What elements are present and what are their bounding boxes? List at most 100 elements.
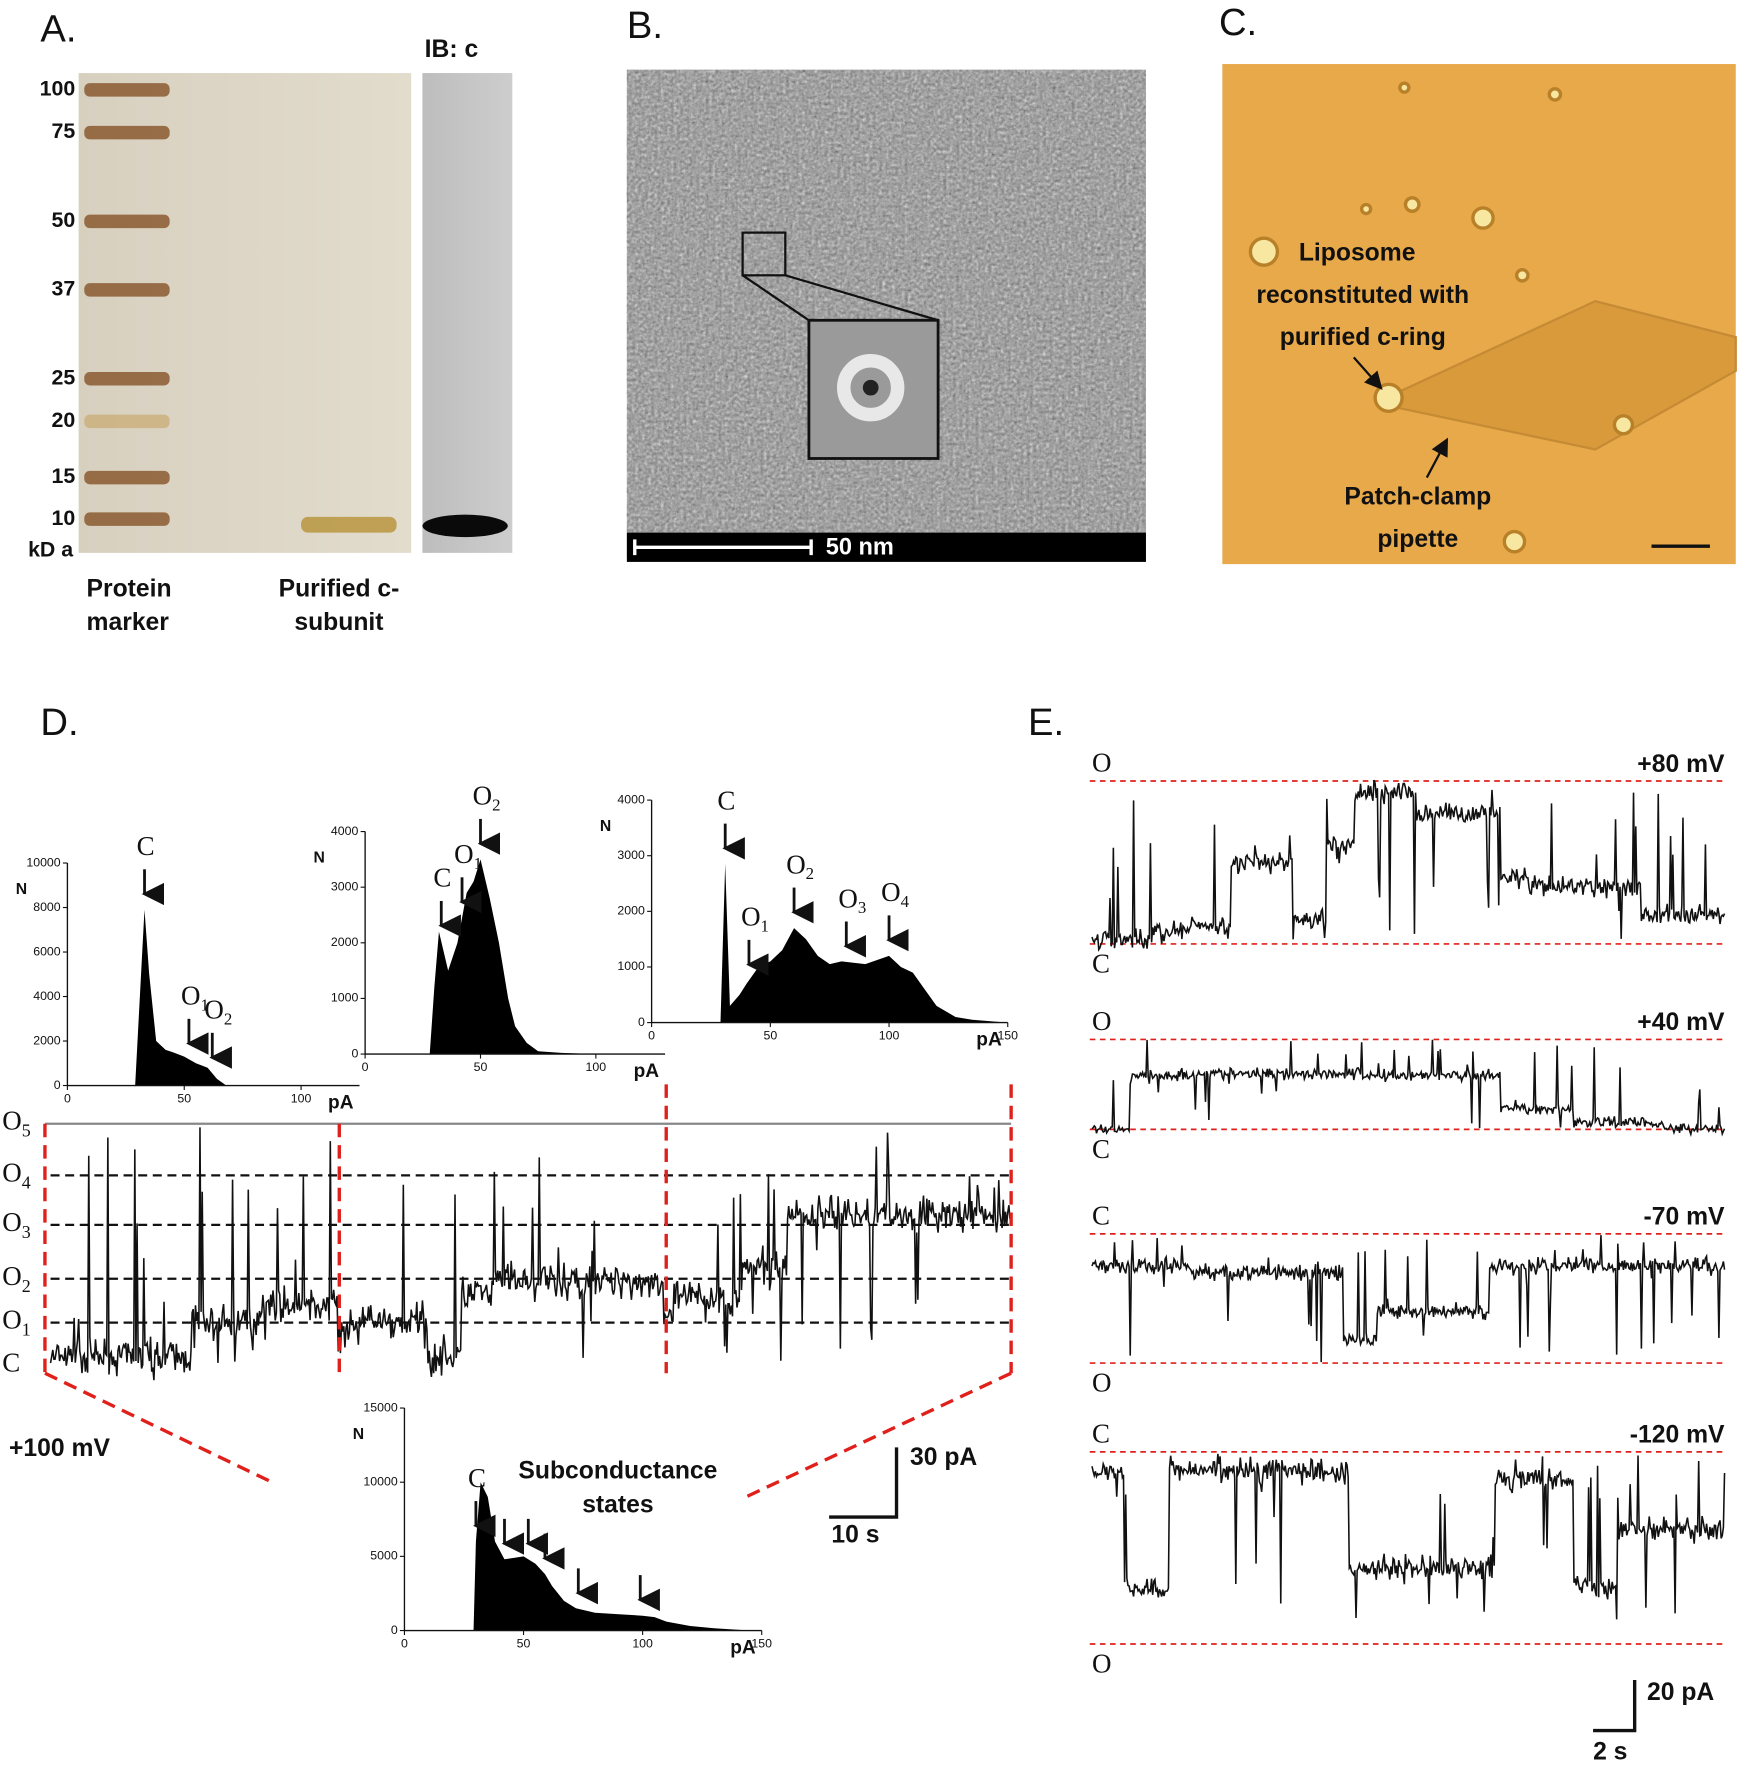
zoom-line [784,274,939,322]
lane-label: marker [87,609,170,636]
voltage-label: -70 mV [1644,1204,1726,1231]
annotation-main: O [204,995,223,1025]
annotation-label: O2 [786,850,814,884]
level-label-sub: 5 [22,1121,31,1141]
y-tick-label: 2000 [331,935,359,949]
y-tick-label: 15000 [363,1400,397,1414]
panel-label: C. [1219,1,1257,44]
x-tick-label: 50 [474,1060,488,1074]
y-tick-label: 1000 [617,959,645,973]
annotation-label: O2 [204,995,232,1029]
marker-band [84,125,170,140]
level-line [1089,780,1725,945]
x-tick-label: 50 [177,1091,191,1105]
scale-label: 50 nm [826,534,894,560]
blot-label: IB: c [425,36,479,63]
blot-image [422,73,513,553]
axis-label: N [313,850,324,867]
annotation: states [582,1491,653,1518]
level-label-main: O [2,1261,21,1291]
scale-bar [633,539,813,556]
y-tick-label: 4000 [33,989,61,1003]
annotation-sub: 4 [901,892,910,911]
marker-band [84,83,170,97]
marker-label: 20 [52,408,76,432]
marker-label: 25 [52,365,76,389]
level-label-main: O [2,1158,21,1188]
marker-label: 37 [52,277,76,301]
y-tick-label: 10000 [26,855,60,869]
annotation-sub: 3 [858,898,866,917]
y-tick-label: 4000 [331,824,359,838]
unit-label: kD a [28,537,73,561]
y-tick-label: 0 [352,1046,359,1060]
y-tick-label: 10000 [363,1474,397,1488]
axis-label: N [353,1426,364,1443]
axis-label: pA [328,1093,354,1114]
lane-label: Protein [87,575,172,602]
annotation-main: C [433,863,451,893]
scale-label: 20 pA [1647,1679,1714,1706]
zoom-line [741,274,810,322]
level-label-main: O [2,1207,21,1237]
axis-label: N [16,881,27,898]
zoom-box [741,231,787,277]
current-trace [1091,1453,1726,1620]
y-tick-label: 4000 [617,792,645,806]
histogram-area [67,909,360,1086]
voltage-label: +100 mV [9,1435,110,1462]
scale-label: 10 s [831,1522,879,1549]
x-tick-label: 100 [879,1028,900,1042]
x-tick-label: 0 [401,1636,408,1650]
level-label: O5 [2,1106,30,1141]
histogram-area [365,859,666,1055]
y-tick-label: 2000 [617,904,645,918]
scale-bar [1593,1679,1637,1733]
em-image-texture [626,69,1146,562]
annotation: Liposome [1299,239,1416,266]
marker-band [84,470,170,485]
voltage-label: +40 mV [1637,1009,1725,1036]
voltage-label: -120 mV [1630,1422,1725,1449]
x-tick-label: 0 [64,1091,71,1105]
annotation-label: O4 [881,877,909,911]
level-label: O [1092,1368,1111,1398]
y-tick-label: 0 [54,1078,61,1092]
annotation-sub: 1 [201,995,209,1014]
axis [364,831,666,1055]
level-label-main: O [2,1106,21,1136]
level-label: C [2,1348,20,1378]
scale-label: 30 pA [910,1444,977,1471]
marker-band [84,414,170,429]
marker-label: 15 [52,464,76,488]
annotation-sub: 2 [224,1009,232,1028]
x-tick-label: 100 [586,1060,607,1074]
voltage-label: +80 mV [1637,751,1725,778]
ring-pore [862,379,879,396]
panel-label: B. [627,4,663,47]
level-label: C [1092,1134,1110,1164]
annotation: Patch-clamp [1344,483,1491,510]
x-tick-label: 0 [362,1060,369,1074]
annotation-label: O3 [838,883,866,917]
annotation-main: O [786,850,805,880]
y-tick-label: 3000 [617,848,645,862]
arrow [1425,437,1449,479]
y-tick-label: 0 [391,1623,398,1637]
panel-label: D. [40,701,78,744]
annotation-label: O2 [473,781,501,815]
axis [403,1408,762,1632]
level-line [1089,1233,1725,1364]
y-tick-label: 8000 [33,900,61,914]
arrow [1352,356,1383,390]
annotation-label: C [137,831,155,861]
level-line [1089,1451,1725,1645]
annotation-main: C [468,1463,486,1493]
x-tick-label: 50 [763,1028,777,1042]
y-tick-label: 3000 [331,879,359,893]
level-label: C [1092,1418,1110,1448]
marker-label: 50 [52,208,76,232]
marker-label: 100 [40,77,76,101]
level-label: C [1092,949,1110,979]
